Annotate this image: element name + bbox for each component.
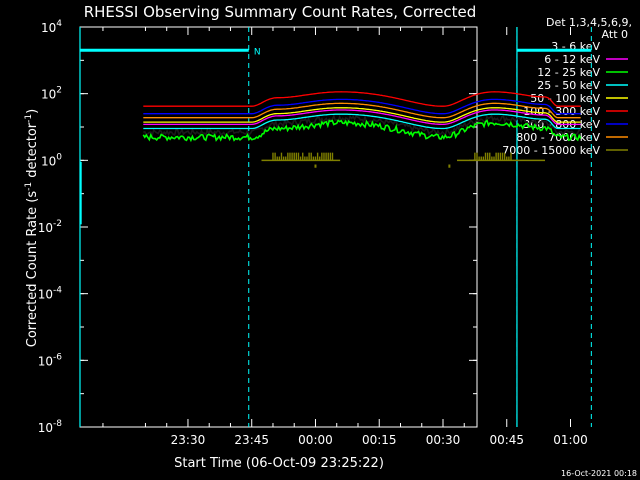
y-tick-label: 102 [41, 86, 62, 102]
series-line [143, 107, 581, 123]
y-axis-label: Corrected Count Rate (s-1 detector-1) [24, 109, 40, 347]
y-tick-label-exponent: 4 [56, 19, 62, 29]
y-tick-label: 10-4 [38, 286, 63, 302]
series-line [143, 113, 581, 130]
y-tick-label-exponent: -4 [53, 286, 62, 296]
y-axis-label-mid: detector [25, 122, 40, 182]
chart-title: RHESSI Observing Summary Count Rates, Co… [84, 3, 477, 21]
legend-label: 50 - 100 keV [530, 92, 600, 105]
legend-header: Det 1,3,4,5,6,9, [546, 16, 632, 29]
x-axis-label: Start Time (06-Oct-09 23:25:22) [174, 456, 384, 471]
legend-header-attenuator: Att 0 [602, 28, 628, 41]
series-line [143, 102, 581, 119]
legend-label: 12 - 25 keV [537, 66, 600, 79]
y-tick-label: 104 [41, 19, 62, 35]
y-tick-label-exponent: 0 [56, 152, 62, 162]
x-tick-label: 00:15 [362, 433, 397, 447]
y-axis-label-main: Corrected Count Rate (s [25, 191, 40, 348]
y-axis-label-sup: -1 [24, 114, 34, 123]
y-tick-label: 10-6 [38, 352, 63, 368]
y-tick-label-base: 10 [41, 154, 56, 168]
footer-date: 16-Oct-2021 00:18 [561, 469, 637, 478]
y-tick-label-exponent: -6 [53, 352, 62, 362]
data-series: N [79, 27, 592, 427]
x-tick-label: 01:00 [553, 433, 588, 447]
legend-label: 7000 - 15000 keV [502, 144, 600, 157]
x-tick-label: 23:45 [234, 433, 269, 447]
y-tick-label-base: 10 [41, 21, 56, 35]
legend-label: 25 - 50 keV [537, 79, 600, 92]
y-tick-label: 100 [41, 152, 62, 168]
y-tick-label-exponent: 2 [56, 86, 62, 96]
saa-label: N [254, 47, 261, 57]
y-axis-label-sup: -1 [24, 182, 34, 191]
x-tick-label: 00:00 [298, 433, 333, 447]
y-tick-label-exponent: -8 [53, 419, 62, 429]
y-tick-label-exponent: -2 [53, 219, 62, 229]
y-tick-label-base: 10 [38, 421, 53, 435]
y-axis-label-end: ) [25, 109, 40, 114]
y-tick-label-base: 10 [38, 354, 53, 368]
y-tick-label-base: 10 [38, 221, 53, 235]
y-tick-label: 10-2 [38, 219, 62, 235]
series-line [143, 109, 581, 126]
series-line [143, 91, 581, 107]
series-line [142, 119, 582, 143]
y-tick-label-base: 10 [38, 288, 53, 302]
plot-frame [79, 26, 478, 428]
series-line [143, 98, 581, 115]
legend-label: 100 - 300 keV [523, 105, 600, 118]
y-tick-label-base: 10 [41, 88, 56, 102]
y-tick-label: 10-8 [38, 419, 63, 435]
x-tick-label: 00:30 [426, 433, 461, 447]
series-line [143, 114, 582, 137]
x-tick-label: 00:45 [489, 433, 524, 447]
legend-label: 6 - 12 keV [544, 53, 600, 66]
x-tick-label: 23:30 [171, 433, 206, 447]
